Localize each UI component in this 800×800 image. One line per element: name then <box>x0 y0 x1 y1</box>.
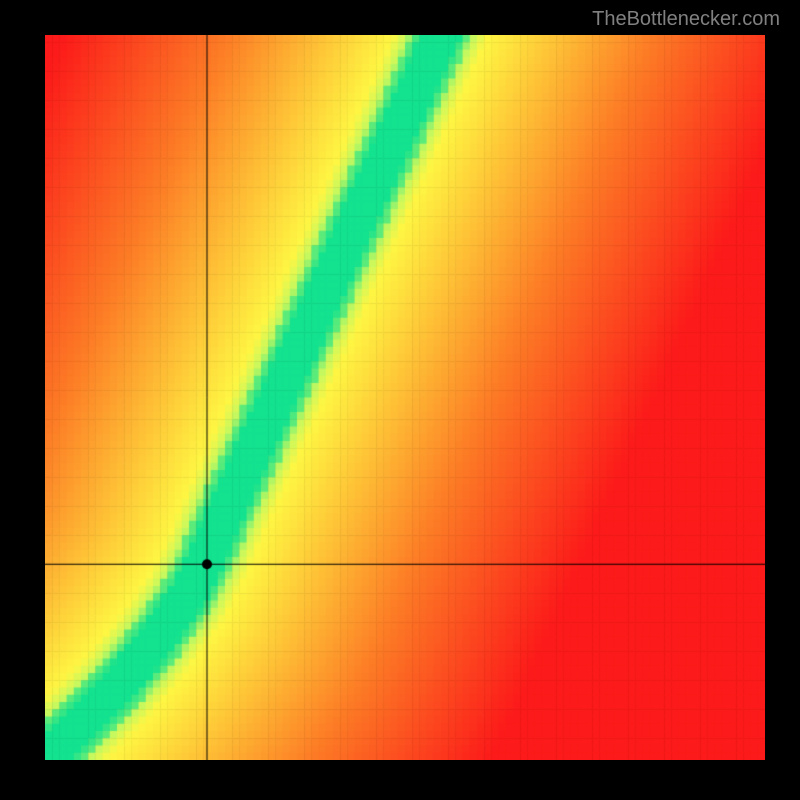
heatmap-plot <box>45 35 765 760</box>
heatmap-canvas <box>45 35 765 760</box>
watermark-text: TheBottlenecker.com <box>592 8 780 31</box>
